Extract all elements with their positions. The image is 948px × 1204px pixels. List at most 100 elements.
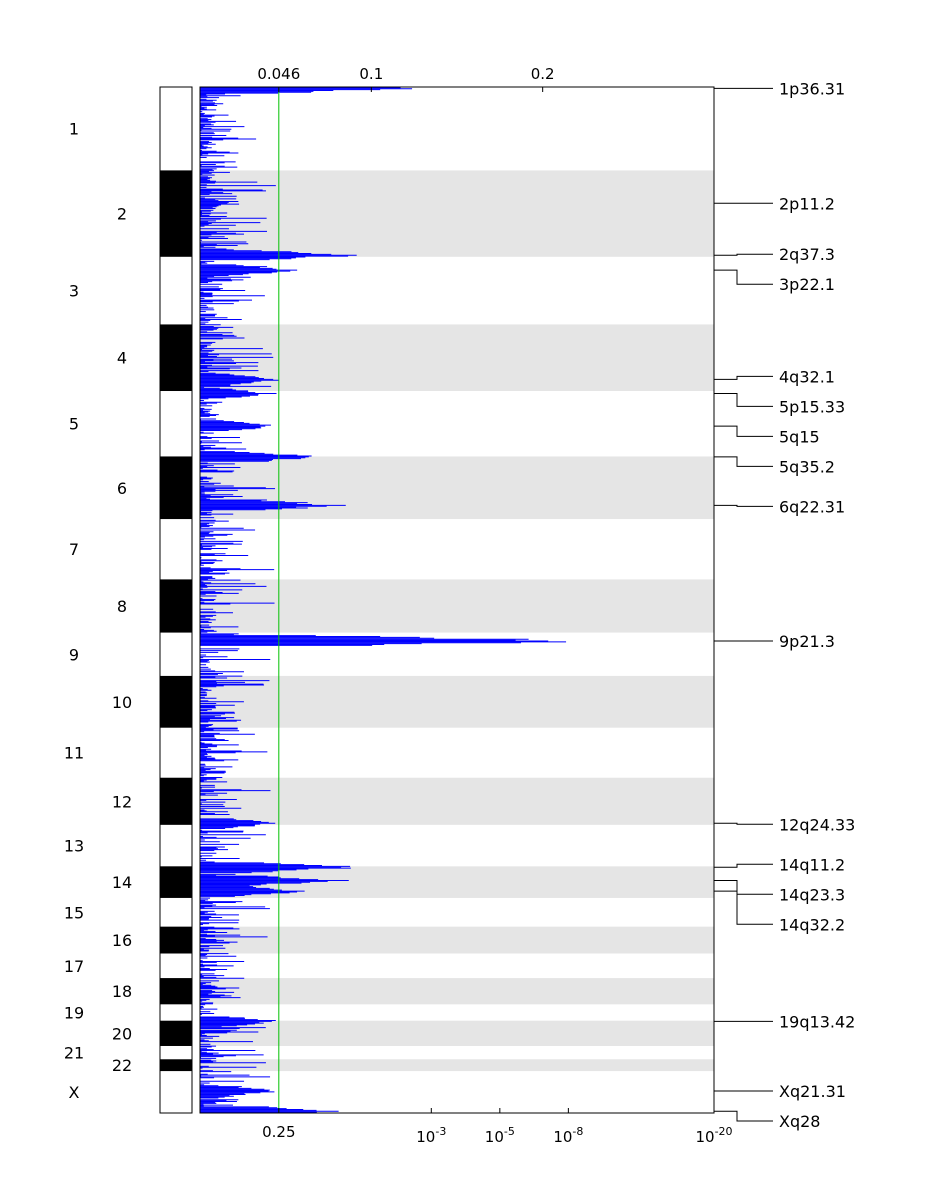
peak-label-12q24-33: 12q24.33	[779, 815, 855, 834]
chrom-label-x: X	[69, 1083, 80, 1102]
chrom-band-8	[200, 579, 714, 633]
peak-leader-12q24-33	[714, 822, 773, 825]
peak-label-9p21-3: 9p21.3	[779, 632, 835, 651]
peak-label-19q13-42: 19q13.42	[779, 1012, 855, 1031]
chrom-band-12	[200, 777, 714, 825]
chrom-band-16	[200, 926, 714, 954]
peak-leader-5q15	[714, 425, 773, 437]
chrom-label-19: 19	[64, 1004, 84, 1023]
peak-label-4q32-1: 4q32.1	[779, 367, 835, 386]
chromosome-ideogram	[159, 86, 193, 1114]
amplification-bars-layer	[200, 86, 567, 1114]
peak-label-5q15: 5q15	[779, 427, 820, 446]
ideogram-block-2	[160, 170, 192, 257]
peak-label-6q22-31: 6q22.31	[779, 497, 845, 516]
bottom-tick-exp-4: -20	[715, 1125, 733, 1138]
peak-leader-2q37-3	[714, 253, 773, 256]
top-axis-gscore: 0.046 0.1 0.2	[257, 65, 555, 92]
peak-leader-14q32-2	[714, 890, 773, 925]
ideogram-block-10	[160, 675, 192, 728]
chrom-label-9: 9	[69, 645, 79, 664]
chrom-label-3: 3	[69, 282, 79, 301]
peak-label-14q32-2: 14q32.2	[779, 915, 845, 934]
bottom-tick-label-3: 10-8	[553, 1125, 583, 1146]
bottom-tick-exp-1: -3	[435, 1125, 446, 1138]
chrom-label-22: 22	[112, 1056, 132, 1075]
peak-leader-6q22-31	[714, 504, 773, 507]
peak-labels: 1p36.31 2p11.2 2q37.3 3p22.1 4q32.1 5p15.33 5q…	[714, 79, 855, 1131]
top-tick-label-0-1: 0.1	[359, 65, 383, 83]
chrom-band-4	[200, 324, 714, 392]
chrom-band-10	[200, 675, 714, 728]
bottom-tick-base-4: 10	[695, 1128, 714, 1146]
peak-label-1p36-31: 1p36.31	[779, 79, 845, 98]
bottom-tick-label-0: 0.25	[262, 1123, 295, 1141]
bottom-tick-base-1: 10	[416, 1128, 435, 1146]
ideogram-block-14	[160, 866, 192, 898]
peak-leader-5q35-2	[714, 456, 773, 467]
ideogram-block-16	[160, 926, 192, 954]
bottom-axis-qvalue: 0.25 10-3 10-5 10-8 10-20	[262, 1108, 733, 1146]
peak-leader-3p22-1	[714, 269, 773, 285]
chrom-label-13: 13	[64, 837, 84, 856]
chrom-label-10: 10	[112, 693, 132, 712]
bottom-tick-label-1: 10-3	[416, 1125, 446, 1146]
chrom-label-21: 21	[64, 1044, 84, 1063]
chrom-label-11: 11	[64, 744, 84, 763]
chromosome-bands-layer	[200, 170, 714, 1072]
chrom-label-20: 20	[112, 1024, 132, 1043]
peak-label-3p22-1: 3p22.1	[779, 275, 835, 294]
ideogram-block-18	[160, 978, 192, 1005]
peak-label-2p11-2: 2p11.2	[779, 194, 835, 213]
peak-label-xq21-31: Xq21.31	[779, 1082, 846, 1101]
chrom-band-18	[200, 978, 714, 1005]
peak-label-14q11-2: 14q11.2	[779, 855, 845, 874]
bottom-tick-base-3: 10	[553, 1128, 572, 1146]
ideogram-block-20	[160, 1020, 192, 1046]
chrom-label-2: 2	[117, 205, 127, 224]
bottom-tick-label-2: 10-5	[485, 1125, 515, 1146]
chrom-band-6	[200, 456, 714, 520]
chrom-band-2	[200, 170, 714, 257]
chrom-label-12: 12	[112, 792, 132, 811]
chrom-label-4: 4	[117, 349, 127, 368]
chrom-label-8: 8	[117, 597, 127, 616]
peak-label-14q23-3: 14q23.3	[779, 885, 845, 904]
peak-label-5p15-33: 5p15.33	[779, 397, 845, 416]
chrom-band-20	[200, 1020, 714, 1046]
chrom-label-1: 1	[69, 120, 79, 139]
peak-leader-4q32-1	[714, 375, 773, 380]
ideogram-block-22	[160, 1059, 192, 1072]
peak-leader-xq28	[714, 1110, 773, 1122]
chrom-label-6: 6	[117, 479, 127, 498]
top-tick-label-0-2: 0.2	[531, 65, 555, 83]
chrom-label-17: 17	[64, 957, 84, 976]
ideogram-block-6	[160, 456, 192, 520]
chrom-label-5: 5	[69, 415, 79, 434]
bottom-tick-label-4: 10-20	[695, 1125, 732, 1146]
peak-label-2q37-3: 2q37.3	[779, 245, 835, 264]
top-tick-label-0-046: 0.046	[257, 65, 300, 83]
ideogram-block-4	[160, 324, 192, 392]
chrom-label-18: 18	[112, 982, 132, 1001]
ideogram-block-8	[160, 579, 192, 633]
plot-frame-layer	[199, 86, 715, 1114]
chrom-label-14: 14	[112, 873, 132, 892]
peak-leader-14q11-2	[714, 863, 773, 868]
peak-leader-14q23-3	[714, 879, 773, 895]
peak-label-5q35-2: 5q35.2	[779, 457, 835, 476]
chrom-label-16: 16	[112, 931, 132, 950]
bottom-tick-base-2: 10	[485, 1128, 504, 1146]
plot-frame	[199, 86, 715, 1114]
chrom-label-7: 7	[69, 540, 79, 559]
peak-label-xq28: Xq28	[779, 1112, 820, 1131]
ideogram-block-12	[160, 777, 192, 825]
peak-leader-5p15-33	[714, 392, 773, 407]
bottom-tick-exp-3: -8	[572, 1125, 583, 1138]
chrom-label-15: 15	[64, 903, 84, 922]
ideogram-outline	[159, 86, 193, 1114]
chrom-band-22	[200, 1059, 714, 1072]
